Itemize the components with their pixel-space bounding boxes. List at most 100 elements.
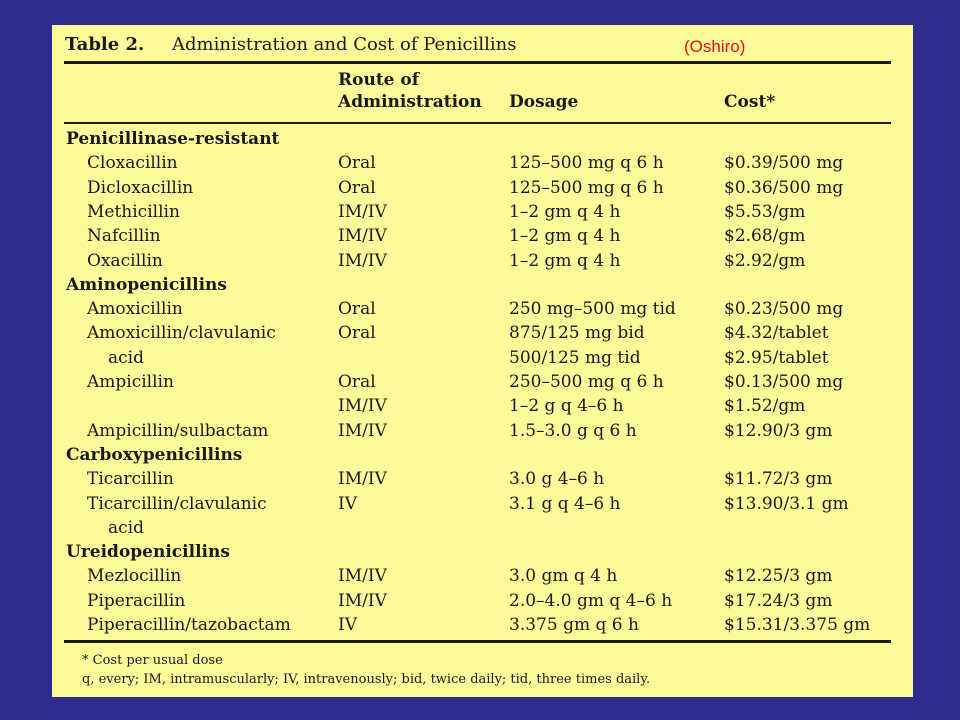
drug-name: Nafcillin: [87, 226, 161, 247]
route-cell: IM/IV: [338, 201, 387, 222]
footnote-cost: * Cost per usual dose: [82, 653, 223, 668]
drug-name: Dicloxacillin: [87, 177, 194, 198]
category-row: Aminopenicillins: [52, 273, 913, 297]
cost-cell: $2.92/gm: [724, 250, 806, 271]
drug-name: Amoxicillin: [87, 299, 183, 320]
route-cell: IM/IV: [338, 250, 387, 271]
table-row: Dicloxacillin Oral 125–500 mg q 6 h $0.36/5…: [52, 176, 913, 200]
dosage-cell: 125–500 mg q 6 h: [509, 153, 664, 174]
cost-cell: $4.32/tablet: [724, 323, 829, 344]
category-label: Aminopenicillins: [66, 274, 227, 295]
category-label: Ureidopenicillins: [66, 542, 230, 563]
cost-cell: $2.95/tablet: [724, 347, 829, 368]
header-route: Route of Administration: [338, 69, 482, 113]
drug-name: Ampicillin/sulbactam: [87, 420, 269, 441]
route-cell: IV: [338, 615, 357, 635]
dosage-cell: 125–500 mg q 6 h: [509, 177, 664, 198]
cost-cell: $1.52/gm: [724, 396, 806, 417]
cost-cell: $12.90/3 gm: [724, 420, 833, 441]
table-row: Ampicillin/sulbactam IM/IV 1.5–3.0 g q 6 h…: [52, 419, 913, 443]
dosage-cell: 1–2 g q 4–6 h: [509, 396, 624, 417]
table-row: Methicillin IM/IV 1–2 gm q 4 h $5.53/gm: [52, 200, 913, 224]
table-row: Mezlocillin IM/IV 3.0 gm q 4 h $12.25/3 gm: [52, 564, 913, 588]
cost-cell: $5.53/gm: [724, 201, 806, 222]
cost-cell: $0.36/500 mg: [724, 177, 844, 198]
drug-name: Ticarcillin: [87, 469, 174, 490]
table-row: Amoxicillin Oral 250 mg–500 mg tid $0.23/50…: [52, 297, 913, 321]
dosage-cell: 3.1 g q 4–6 h: [509, 493, 621, 514]
dosage-cell: 2.0–4.0 gm q 4–6 h: [509, 590, 673, 611]
dosage-cell: 1.5–3.0 g q 6 h: [509, 420, 637, 441]
dosage-cell: 3.0 gm q 4 h: [509, 566, 618, 587]
table-caption: Administration and Cost of Penicillins: [172, 34, 517, 55]
route-cell: Oral: [338, 372, 376, 392]
table-row: Ticarcillin IM/IV 3.0 g 4–6 h $11.72/3 gm: [52, 467, 913, 491]
cost-cell: $12.25/3 gm: [724, 566, 833, 587]
drug-name: Methicillin: [87, 201, 180, 222]
dosage-cell: 1–2 gm q 4 h: [509, 201, 621, 222]
category-label: Carboxypenicillins: [66, 444, 243, 465]
table-row: Oxacillin IM/IV 1–2 gm q 4 h $2.92/gm: [52, 249, 913, 273]
category-row: Carboxypenicillins: [52, 443, 913, 467]
drug-name: Amoxicillin/clavulanic: [87, 323, 276, 344]
table-row: acid: [52, 516, 913, 540]
category-row: Penicillinase-resistant: [52, 127, 913, 151]
header-route-line1: Route of: [338, 70, 420, 90]
cost-cell: $0.13/500 mg: [724, 372, 844, 392]
table-number: Table 2.: [65, 34, 145, 55]
dosage-cell: 1–2 gm q 4 h: [509, 226, 621, 247]
drug-name: Cloxacillin: [87, 153, 178, 174]
table-row: Amoxicillin/clavulanic Oral 875/125 mg bid…: [52, 321, 913, 345]
category-label: Penicillinase-resistant: [66, 129, 280, 149]
table-row: Ampicillin Oral 250–500 mg q 6 h $0.13/500 …: [52, 370, 913, 394]
dosage-cell: 3.375 gm q 6 h: [509, 615, 639, 635]
category-row: Ureidopenicillins: [52, 540, 913, 564]
table-row: Piperacillin IM/IV 2.0–4.0 gm q 4–6 h $17.2…: [52, 589, 913, 613]
cost-cell: $15.31/3.375 gm: [724, 615, 871, 635]
cost-cell: $13.90/3.1 gm: [724, 493, 849, 514]
table-row: Piperacillin/tazobactam IV 3.375 gm q 6 h $…: [52, 613, 913, 637]
table-row: Ticarcillin/clavulanic IV 3.1 g q 4–6 h $13…: [52, 492, 913, 516]
citation: (Oshiro): [684, 37, 746, 56]
route-cell: IM/IV: [338, 566, 387, 587]
drug-name: Piperacillin/tazobactam: [87, 615, 291, 635]
route-cell: Oral: [338, 299, 376, 320]
bottom-rule: [64, 640, 891, 643]
top-rule: [64, 61, 891, 64]
route-cell: IM/IV: [338, 396, 387, 417]
cost-cell: $11.72/3 gm: [724, 469, 833, 490]
dosage-cell: 500/125 mg tid: [509, 347, 641, 368]
drug-name: Mezlocillin: [87, 566, 182, 587]
cost-cell: $0.23/500 mg: [724, 299, 844, 320]
table-row: Nafcillin IM/IV 1–2 gm q 4 h $2.68/gm: [52, 224, 913, 248]
dosage-cell: 875/125 mg bid: [509, 323, 645, 344]
cost-cell: $2.68/gm: [724, 226, 806, 247]
header-cost: Cost*: [724, 92, 776, 112]
footnote-abbreviations: q, every; IM, intramuscularly; IV, intra…: [82, 672, 651, 687]
table-title: Table 2. Administration and Cost of Peni…: [65, 30, 905, 60]
dosage-cell: 3.0 g 4–6 h: [509, 469, 605, 490]
route-cell: Oral: [338, 153, 376, 174]
route-cell: Oral: [338, 177, 376, 198]
header-route-line2: Administration: [338, 92, 482, 112]
drug-name: Ampicillin: [87, 372, 174, 392]
table-row: acid 500/125 mg tid $2.95/tablet: [52, 346, 913, 370]
route-cell: IV: [338, 493, 357, 514]
route-cell: IM/IV: [338, 420, 387, 441]
drug-name: Ticarcillin/clavulanic: [87, 493, 267, 514]
cost-cell: $0.39/500 mg: [724, 153, 844, 174]
header-rule: [64, 122, 891, 124]
cost-cell: $17.24/3 gm: [724, 590, 833, 611]
route-cell: IM/IV: [338, 226, 387, 247]
route-cell: IM/IV: [338, 590, 387, 611]
drug-name: Piperacillin: [87, 590, 186, 611]
route-cell: IM/IV: [338, 469, 387, 490]
dosage-cell: 250 mg–500 mg tid: [509, 299, 676, 320]
drug-name: Oxacillin: [87, 250, 163, 271]
header-dosage: Dosage: [509, 92, 579, 112]
drug-name: acid: [108, 347, 144, 368]
table-row: IM/IV 1–2 g q 4–6 h $1.52/gm: [52, 394, 913, 418]
dosage-cell: 250–500 mg q 6 h: [509, 372, 664, 392]
dosage-cell: 1–2 gm q 4 h: [509, 250, 621, 271]
